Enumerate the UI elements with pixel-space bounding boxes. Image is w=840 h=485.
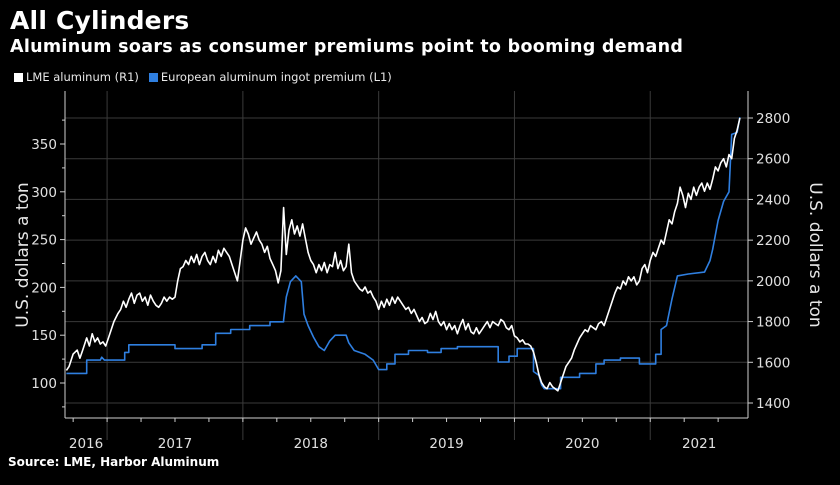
left-axis-title: U.S. dollars a ton bbox=[13, 182, 33, 327]
left-tick-label: 150 bbox=[31, 328, 57, 344]
right-tick-label: 1600 bbox=[756, 355, 790, 371]
legend-label-premium: European aluminum ingot premium (L1) bbox=[160, 70, 392, 84]
legend: LME aluminum (R1) European aluminum ingo… bbox=[14, 70, 392, 84]
right-tick-label: 2200 bbox=[756, 233, 790, 249]
right-tick-label: 2400 bbox=[756, 192, 790, 208]
left-tick-label: 350 bbox=[31, 137, 57, 153]
right-axis-title: U.S. dollars a ton bbox=[805, 182, 825, 327]
right-tick-label: 1800 bbox=[756, 315, 790, 331]
left-tick-label: 100 bbox=[31, 376, 57, 392]
right-tick-label: 2000 bbox=[756, 274, 790, 290]
right-tick-label: 2800 bbox=[756, 111, 790, 127]
x-tick-label: 2019 bbox=[429, 436, 463, 452]
left-tick-label: 200 bbox=[31, 280, 57, 296]
legend-label-lme: LME aluminum (R1) bbox=[26, 70, 139, 84]
x-tick-label: 2021 bbox=[682, 436, 716, 452]
x-tick-label: 2017 bbox=[158, 436, 192, 452]
legend-item-premium: European aluminum ingot premium (L1) bbox=[148, 70, 392, 84]
series-lines bbox=[65, 117, 741, 392]
legend-item-lme: LME aluminum (R1) bbox=[14, 70, 139, 84]
x-tick-label: 2016 bbox=[69, 436, 103, 452]
left-tick-label: 250 bbox=[31, 233, 57, 249]
legend-swatch-premium bbox=[148, 72, 158, 82]
chart-title: All Cylinders bbox=[10, 6, 190, 35]
gridlines bbox=[65, 91, 748, 440]
x-tick-label: 2018 bbox=[294, 436, 328, 452]
chart-subtitle: Aluminum soars as consumer premiums poin… bbox=[10, 37, 684, 57]
source-note: Source: LME, Harbor Aluminum bbox=[8, 455, 220, 469]
series-line-lme bbox=[65, 117, 741, 392]
right-tick-label: 1400 bbox=[756, 396, 790, 412]
left-tick-label: 300 bbox=[31, 185, 57, 201]
legend-swatch-lme bbox=[14, 72, 23, 82]
x-tick-label: 2020 bbox=[565, 436, 599, 452]
right-tick-label: 2600 bbox=[756, 152, 790, 168]
axes: 100 150 200 250 300 350 1400 1600 1800 2000 2200 24… bbox=[31, 91, 790, 452]
series-line-premium bbox=[66, 117, 741, 390]
